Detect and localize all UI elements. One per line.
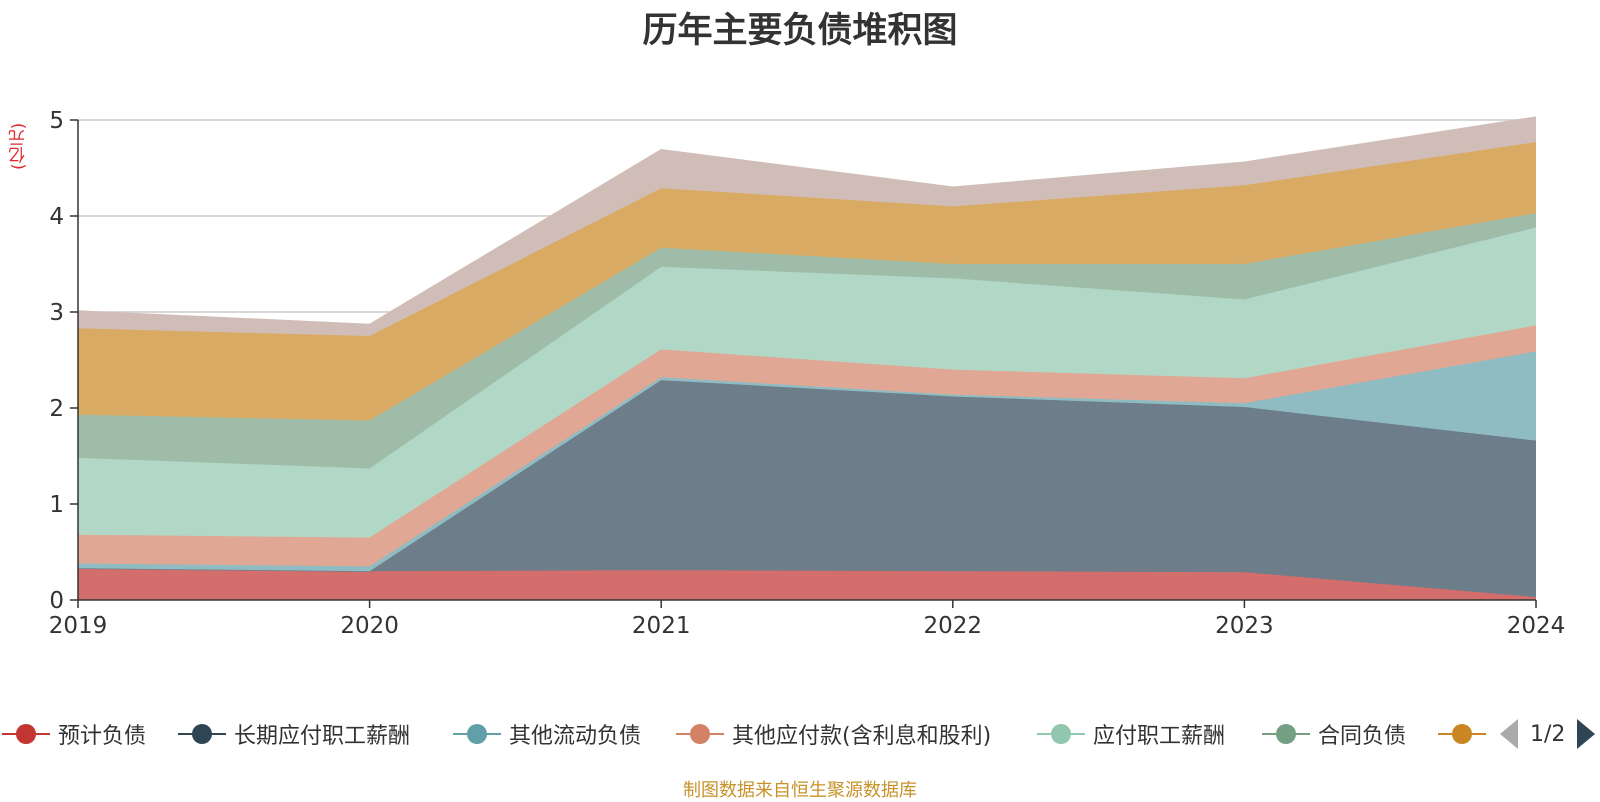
area-series-edge-3 xyxy=(77,350,1537,568)
area-series-edge-8 xyxy=(77,116,1537,326)
area-series-7[interactable] xyxy=(78,142,1536,421)
legend-label: 其他应付款(含利息和股利) xyxy=(732,724,992,749)
legend-marker-icon xyxy=(2,716,50,752)
x-tick-label: 2022 xyxy=(924,613,983,639)
legend-label: 其他流动负债 xyxy=(509,724,642,749)
legend-item-4[interactable]: 其他应付款(含利息和股利) xyxy=(676,716,991,752)
chart-title: 历年主要负债堆积图 xyxy=(642,11,958,51)
legend-item-7[interactable] xyxy=(1438,716,1486,752)
y-tick-label: 1 xyxy=(49,492,64,518)
legend-marker-icon xyxy=(1037,716,1085,752)
x-tick-label: 2020 xyxy=(340,613,399,639)
x-tick-label: 2023 xyxy=(1215,613,1274,639)
axis-layer: 0 1 2 3 4 5 2019 2020 2021 2022 2023 2024 xyxy=(49,108,1566,639)
data-source-note: 制图数据来自恒生聚源数据库 xyxy=(683,780,917,801)
legend-prev-icon[interactable] xyxy=(1500,719,1518,749)
legend: 预计负债 长期应付职工薪酬 其他流动负债 其他应付款(含利息和股利) 应付职工薪酬 合同负… xyxy=(0,716,1600,752)
area-series-2[interactable] xyxy=(78,380,1536,598)
area-series-5[interactable] xyxy=(78,227,1536,538)
y-tick-label: 3 xyxy=(49,300,64,326)
legend-item-1[interactable]: 预计负债 xyxy=(2,716,146,752)
legend-label: 长期应付职工薪酬 xyxy=(234,724,411,749)
legend-marker-icon xyxy=(453,716,501,752)
legend-marker-icon xyxy=(1262,716,1310,752)
x-tick-label: 2021 xyxy=(632,613,691,639)
legend-page-indicator: 1/2 xyxy=(1530,721,1566,747)
x-tick-label: 2019 xyxy=(49,613,108,639)
legend-marker-icon xyxy=(676,716,724,752)
legend-label: 应付职工薪酬 xyxy=(1093,724,1226,749)
legend-item-3[interactable]: 其他流动负债 xyxy=(453,716,641,752)
y-tick-label: 4 xyxy=(49,204,64,230)
legend-next-icon[interactable] xyxy=(1577,719,1596,749)
stacked-area-chart: 0 1 2 3 4 5 2019 2020 2021 2022 2023 2024 xyxy=(49,108,1566,639)
legend-label: 预计负债 xyxy=(58,724,147,749)
legend-label: 合同负债 xyxy=(1318,724,1407,749)
y-tick-label: 0 xyxy=(49,588,64,614)
y-tick-label: 2 xyxy=(49,396,64,422)
legend-item-5[interactable]: 应付职工薪酬 xyxy=(1037,716,1225,752)
area-layer xyxy=(77,116,1537,600)
area-series-1[interactable] xyxy=(78,568,1536,600)
legend-marker-icon xyxy=(1438,716,1486,752)
legend-marker-icon xyxy=(178,716,226,752)
y-tick-label: 5 xyxy=(49,108,64,134)
legend-pager: 1/2 xyxy=(1500,718,1596,750)
area-series-6[interactable] xyxy=(78,213,1536,469)
area-series-4[interactable] xyxy=(78,325,1536,567)
legend-item-2[interactable]: 长期应付职工薪酬 xyxy=(178,716,410,752)
x-tick-label: 2024 xyxy=(1507,613,1566,639)
legend-item-6[interactable]: 合同负债 xyxy=(1262,716,1406,752)
